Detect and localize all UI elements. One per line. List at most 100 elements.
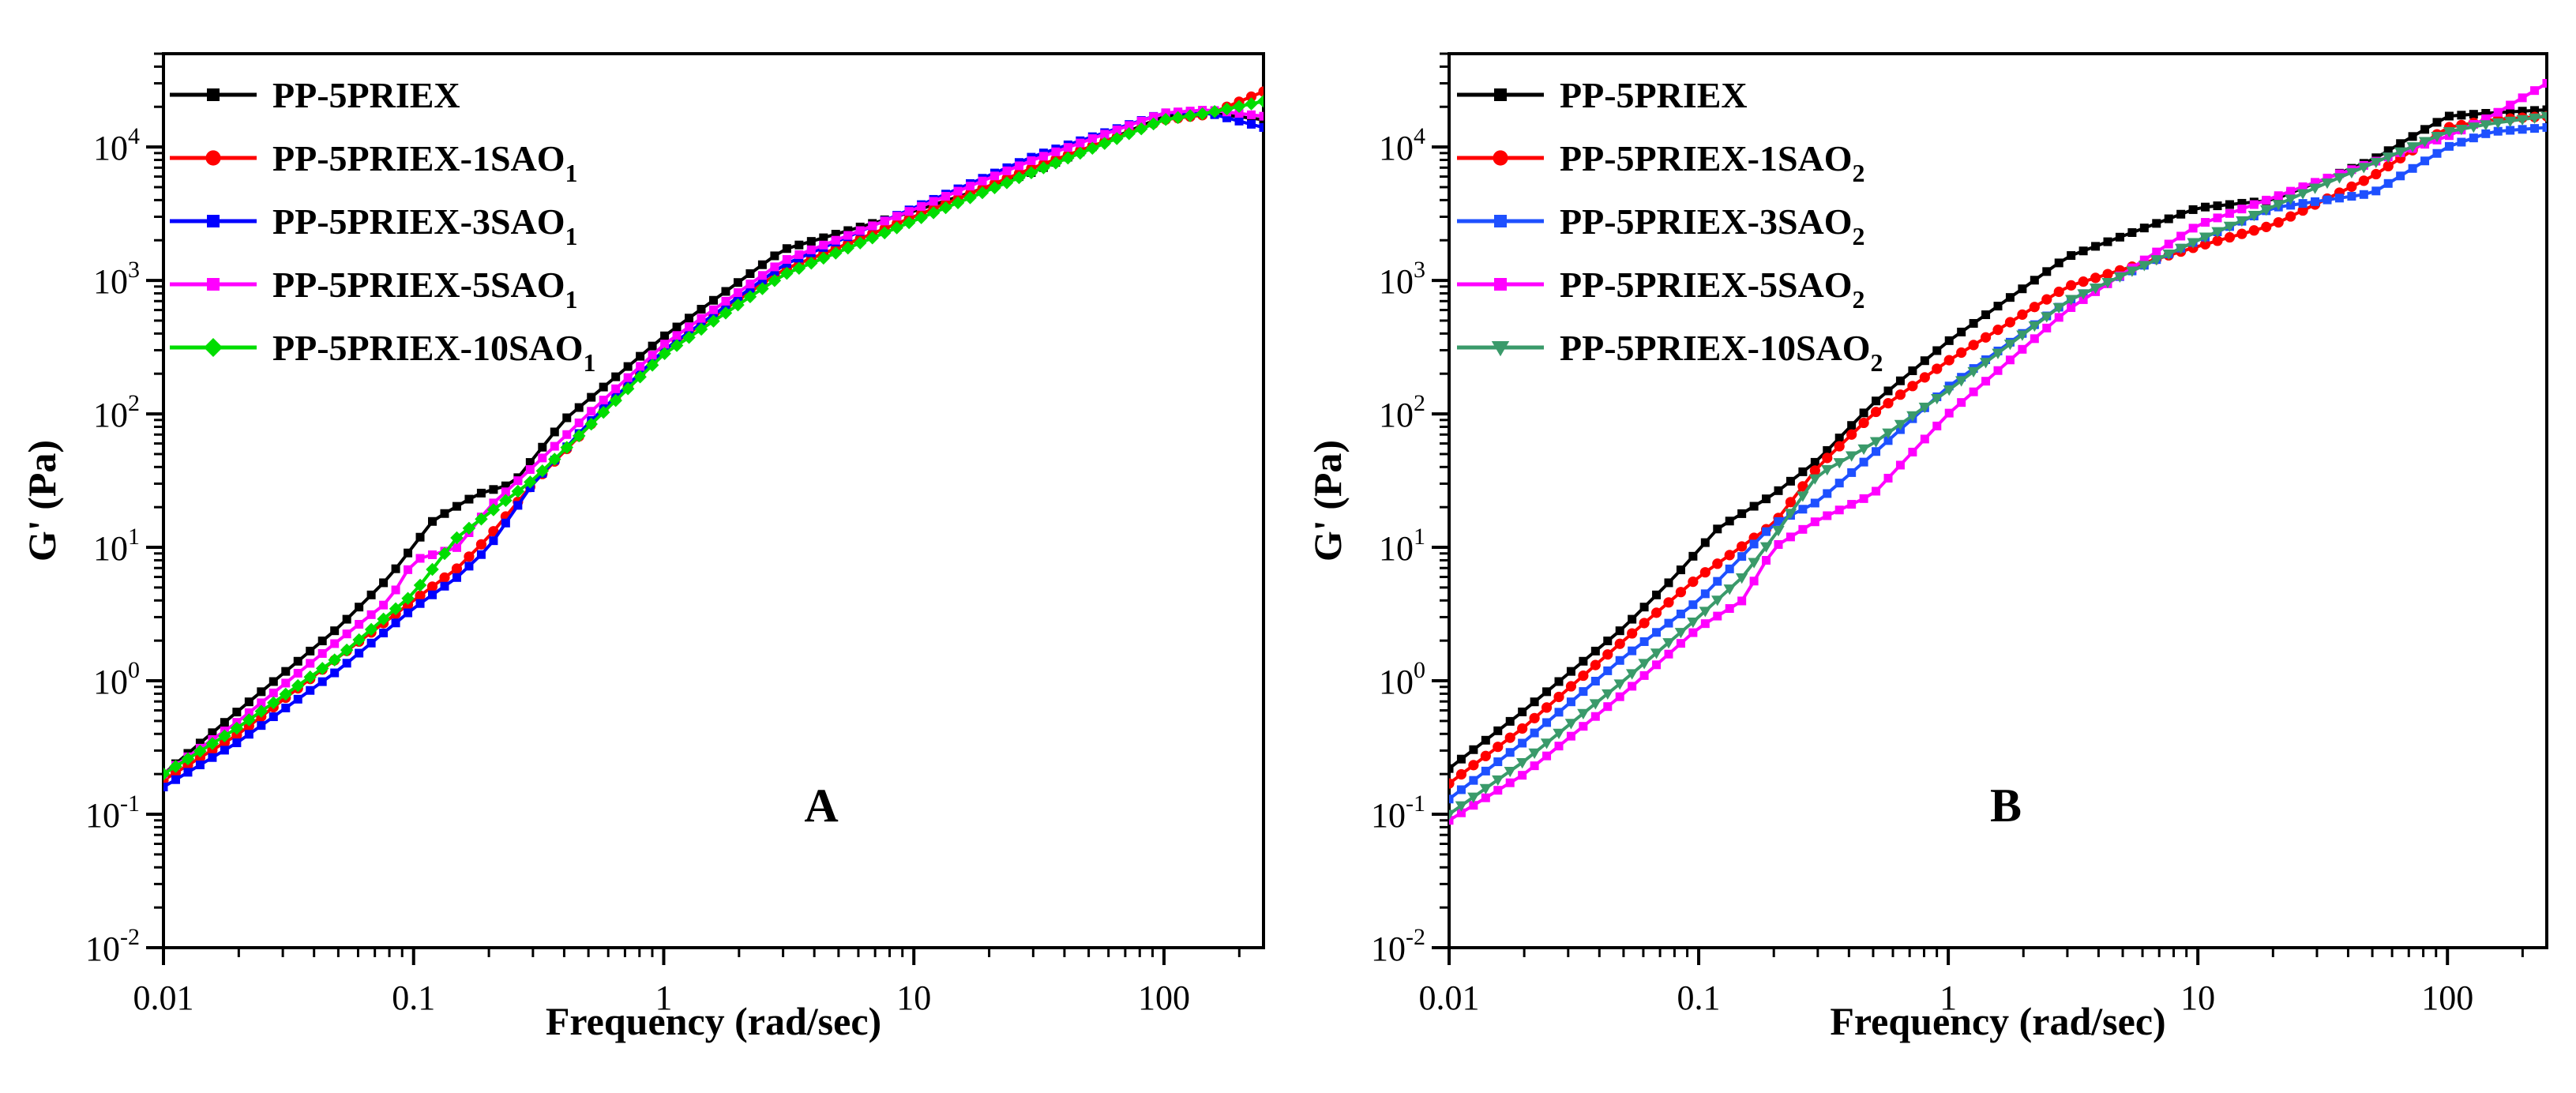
data-point — [1957, 327, 1966, 336]
data-point — [2188, 223, 2198, 233]
data-point — [355, 620, 364, 629]
data-point — [513, 501, 523, 510]
data-point — [1566, 697, 1575, 707]
data-point — [254, 704, 268, 718]
data-point — [1615, 655, 1624, 665]
data-point — [1589, 699, 1602, 710]
data-point — [1737, 552, 1747, 562]
data-point — [2308, 183, 2322, 194]
data-point — [2260, 205, 2273, 216]
data-point — [1676, 609, 1685, 618]
data-point — [880, 216, 889, 226]
data-point — [1073, 146, 1087, 160]
data-point — [293, 668, 302, 678]
data-point — [1993, 366, 2003, 375]
legend-entry: PP-5PRIEX-1SAO1 — [170, 138, 578, 187]
data-point — [648, 351, 657, 360]
x-tick-label: 100 — [2421, 978, 2473, 1017]
legend-label: PP-5PRIEX-3SAO2 — [1560, 201, 1865, 250]
data-point — [404, 565, 413, 574]
data-point — [1847, 421, 1857, 430]
data-point — [1222, 113, 1232, 122]
data-point — [1713, 577, 1722, 586]
data-point — [682, 330, 696, 344]
data-point — [2091, 242, 2101, 251]
data-point — [1872, 486, 1881, 496]
data-point — [2420, 156, 2430, 166]
data-point — [303, 670, 317, 684]
data-point — [645, 359, 659, 372]
data-point — [451, 563, 463, 574]
data-point — [1894, 389, 1906, 400]
data-point — [1711, 595, 1724, 607]
legend-label: PP-5PRIEX — [1560, 75, 1748, 115]
data-point — [2481, 114, 2491, 123]
data-point — [1639, 603, 1649, 612]
data-point — [2530, 124, 2540, 133]
data-point — [1455, 801, 1468, 812]
data-point — [1505, 778, 1515, 787]
data-point — [792, 261, 806, 275]
data-point — [2152, 219, 2161, 228]
data-point — [1602, 649, 1613, 660]
data-point — [1932, 346, 1942, 355]
data-point — [1134, 122, 1148, 136]
data-point — [658, 347, 671, 361]
data-point — [513, 476, 523, 486]
data-point — [1969, 318, 1978, 328]
data-point — [2528, 113, 2541, 124]
data-point — [2102, 269, 2113, 280]
data-point — [1920, 356, 1929, 366]
data-point — [989, 171, 999, 181]
data-point — [1469, 776, 1478, 785]
data-point — [2321, 178, 2334, 190]
data-point — [1944, 408, 1954, 418]
data-point — [1481, 793, 1490, 802]
data-point — [489, 536, 498, 546]
data-point — [1505, 748, 1515, 757]
data-point — [2113, 272, 2127, 283]
data-point — [1256, 94, 1264, 108]
data-point — [476, 488, 486, 498]
data-point — [709, 295, 718, 305]
data-point — [2164, 214, 2173, 223]
data-point — [2493, 107, 2503, 117]
data-point — [181, 752, 195, 766]
data-point — [268, 677, 278, 686]
data-point — [1504, 766, 1516, 778]
data-point — [315, 662, 329, 675]
data-point — [1000, 176, 1014, 190]
data-point — [1833, 458, 1846, 469]
data-point — [2115, 232, 2124, 242]
data-point — [501, 481, 510, 490]
data-point — [1822, 453, 1833, 464]
data-point — [2090, 272, 2101, 284]
data-point — [2028, 321, 2041, 332]
data-point — [1639, 618, 1650, 629]
data-point — [1234, 116, 1244, 126]
data-point — [2139, 255, 2149, 265]
data-point — [978, 176, 987, 186]
data-point — [1564, 719, 1578, 730]
data-point — [306, 646, 315, 655]
data-point — [1748, 558, 1760, 569]
data-point — [1762, 494, 1771, 504]
data-point — [2345, 167, 2358, 179]
data-point — [244, 697, 253, 707]
data-point — [2311, 197, 2320, 206]
data-point — [391, 585, 400, 595]
legend-label: PP-5PRIEX-3SAO1 — [272, 201, 578, 250]
data-point — [2225, 200, 2234, 209]
data-point — [1590, 659, 1601, 670]
data-point — [1821, 464, 1834, 476]
data-point — [2004, 317, 2016, 328]
data-point — [2516, 115, 2529, 126]
data-point — [2188, 205, 2198, 214]
data-point — [1967, 366, 1980, 378]
data-point — [1012, 171, 1026, 185]
data-point — [195, 761, 205, 770]
data-point — [525, 465, 535, 475]
data-point — [1956, 347, 1967, 359]
data-point — [1774, 539, 1783, 549]
